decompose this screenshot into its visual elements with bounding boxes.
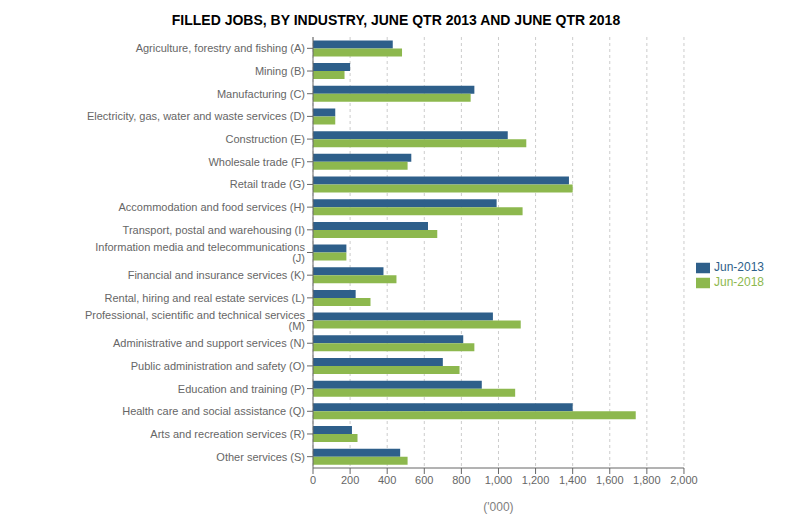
- svg-text:Administrative and support ser: Administrative and support services (N): [113, 337, 305, 349]
- svg-text:Health care and social assista: Health care and social assistance (Q): [122, 405, 305, 417]
- svg-text:600: 600: [415, 474, 433, 486]
- svg-text:Agriculture, forestry and fish: Agriculture, forestry and fishing (A): [136, 42, 305, 54]
- svg-text:1,400: 1,400: [559, 474, 587, 486]
- svg-text:Public administration and safe: Public administration and safety (O): [131, 360, 305, 372]
- svg-text:1,600: 1,600: [596, 474, 624, 486]
- svg-text:Electricity, gas, water and wa: Electricity, gas, water and waste servic…: [87, 110, 305, 122]
- svg-text:Arts and recreation services (: Arts and recreation services (R): [150, 428, 305, 440]
- html-text:Jun-2018: Jun-2018: [714, 275, 764, 289]
- svg-text:Rental, hiring and real estate: Rental, hiring and real estate services …: [104, 292, 305, 304]
- html-text:Jun-2013: Jun-2013: [714, 260, 764, 275]
- svg-text:400: 400: [378, 474, 396, 486]
- svg-text:Transport, postal and warehous: Transport, postal and warehousing (I): [123, 224, 305, 236]
- svg-text:0: 0: [310, 474, 316, 486]
- svg-text:Manufacturing (C): Manufacturing (C): [217, 88, 305, 100]
- html-text:FILLED JOBS, BY INDUSTRY, JUNE: FILLED JOBS, BY INDUSTRY, JUNE QTR 2013 …: [171, 12, 621, 28]
- svg-text:Accommodation and food service: Accommodation and food services (H): [119, 201, 305, 213]
- svg-text:Wholesale trade (F): Wholesale trade (F): [208, 156, 305, 168]
- svg-text:2,000: 2,000: [670, 474, 698, 486]
- svg-text:1,800: 1,800: [633, 474, 661, 486]
- svg-text:Retail trade (G): Retail trade (G): [230, 178, 305, 190]
- svg-text:800: 800: [452, 474, 470, 486]
- svg-text:Education and training (P): Education and training (P): [178, 383, 305, 395]
- svg-text:Other services (S): Other services (S): [216, 451, 305, 463]
- svg-text:Professional, scientific and t: Professional, scientific and technical s…: [85, 309, 306, 332]
- svg-text:1,000: 1,000: [485, 474, 513, 486]
- svg-text:('000): ('000): [483, 500, 513, 514]
- svg-text:Financial and insurance servic: Financial and insurance services (K): [128, 269, 305, 281]
- svg-text:Construction (E): Construction (E): [226, 133, 305, 145]
- svg-text:1,200: 1,200: [522, 474, 550, 486]
- svg-text:Mining (B): Mining (B): [255, 65, 305, 77]
- svg-text:200: 200: [341, 474, 359, 486]
- svg-text:Information media and telecomm: Information media and telecommunications…: [95, 241, 305, 264]
